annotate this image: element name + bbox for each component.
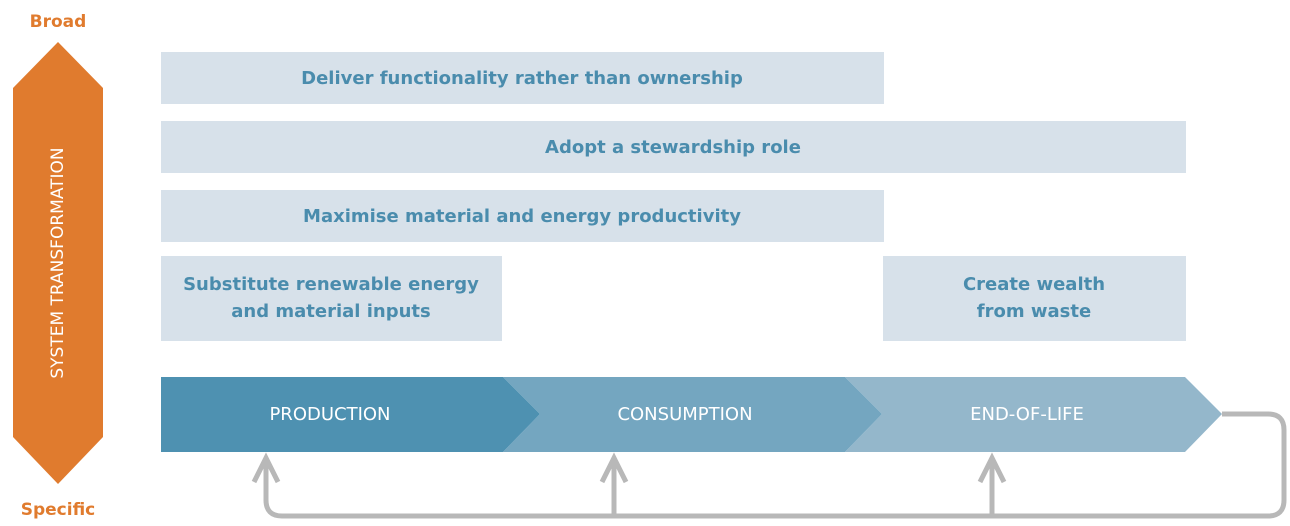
box-text: Deliver functionality rather than owners… [301,68,743,89]
axis-top: Broad [30,12,87,32]
box [161,256,502,341]
box-text: and material inputs [231,301,430,322]
axis-bottom: Specific [21,500,96,520]
box-text: from waste [977,301,1091,322]
box [883,256,1186,341]
box [161,121,1186,173]
box-text: Create wealth [963,274,1105,295]
axis-label: SYSTEM TRANSFORMATION [48,147,68,378]
box-text: Substitute renewable energy [183,274,479,295]
stage [161,377,540,452]
stage-label: END-OF-LIFE [970,404,1084,425]
axis-arrow [13,42,103,484]
stage-label: CONSUMPTION [617,404,752,425]
loop-arrows [251,411,1287,519]
stage [845,377,1222,452]
box [161,190,884,242]
box-text: Maximise material and energy productivit… [303,206,741,227]
stage [503,377,882,452]
stage-label: PRODUCTION [269,404,390,425]
box-text: Adopt a stewardship role [545,137,801,158]
box [161,52,884,104]
